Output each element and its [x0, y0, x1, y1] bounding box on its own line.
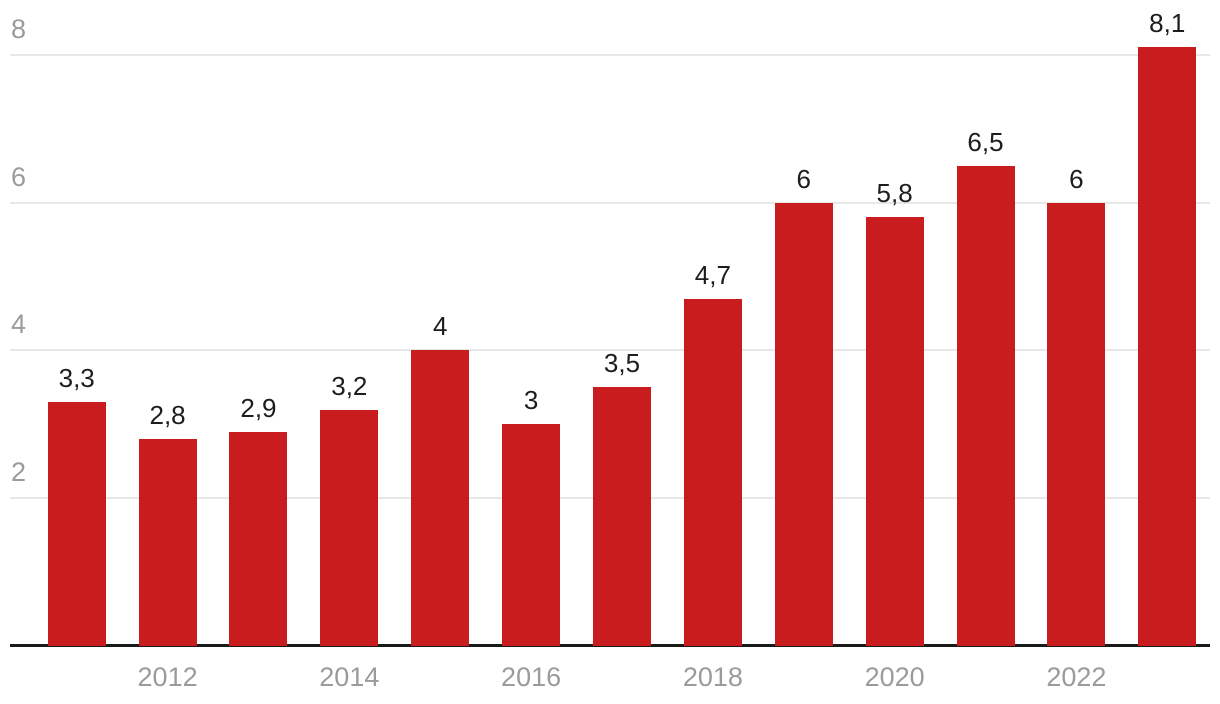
x-tick-label: 2020 [864, 662, 925, 692]
x-tick-label: 2018 [682, 662, 743, 692]
bar [411, 350, 470, 646]
bar [1138, 47, 1197, 646]
bar-value-label: 3,5 [603, 348, 641, 379]
bar [320, 409, 379, 646]
bar [229, 431, 288, 646]
bar-value-label: 3,2 [331, 370, 368, 401]
bar-value-label: 2,8 [149, 400, 186, 431]
bar-value-label: 3 [523, 385, 539, 416]
bar-value-label: 8,1 [1149, 8, 1186, 39]
bar-value-label: 4 [432, 311, 448, 342]
bar [774, 202, 833, 646]
bar [138, 439, 197, 646]
bar [865, 217, 924, 646]
bar-value-label: 6 [1069, 163, 1084, 194]
y-gridline [10, 53, 1210, 56]
bar [47, 402, 106, 646]
y-tick-label: 2 [11, 457, 27, 488]
y-tick-label: 4 [11, 309, 27, 340]
y-tick-label: 8 [11, 13, 27, 44]
x-tick-label: 2014 [319, 662, 380, 692]
y-gridline [10, 201, 1210, 204]
bar [956, 165, 1015, 646]
bar [1047, 202, 1106, 646]
bar-value-label: 6 [796, 163, 811, 194]
bar [592, 387, 651, 646]
y-tick-label: 6 [11, 161, 27, 192]
bar-value-label: 2,9 [240, 392, 277, 423]
bar-value-label: 6,5 [967, 126, 1004, 157]
x-tick-label: 2012 [137, 662, 198, 692]
bar-value-label: 4,7 [694, 259, 731, 290]
x-tick-label: 2022 [1046, 662, 1107, 692]
bar-value-label: 3,3 [58, 363, 95, 394]
bar [683, 298, 742, 646]
x-tick-label: 2016 [501, 662, 562, 692]
bar-value-label: 5,8 [876, 178, 913, 209]
bar [502, 424, 561, 646]
y-gridline [10, 349, 1210, 352]
